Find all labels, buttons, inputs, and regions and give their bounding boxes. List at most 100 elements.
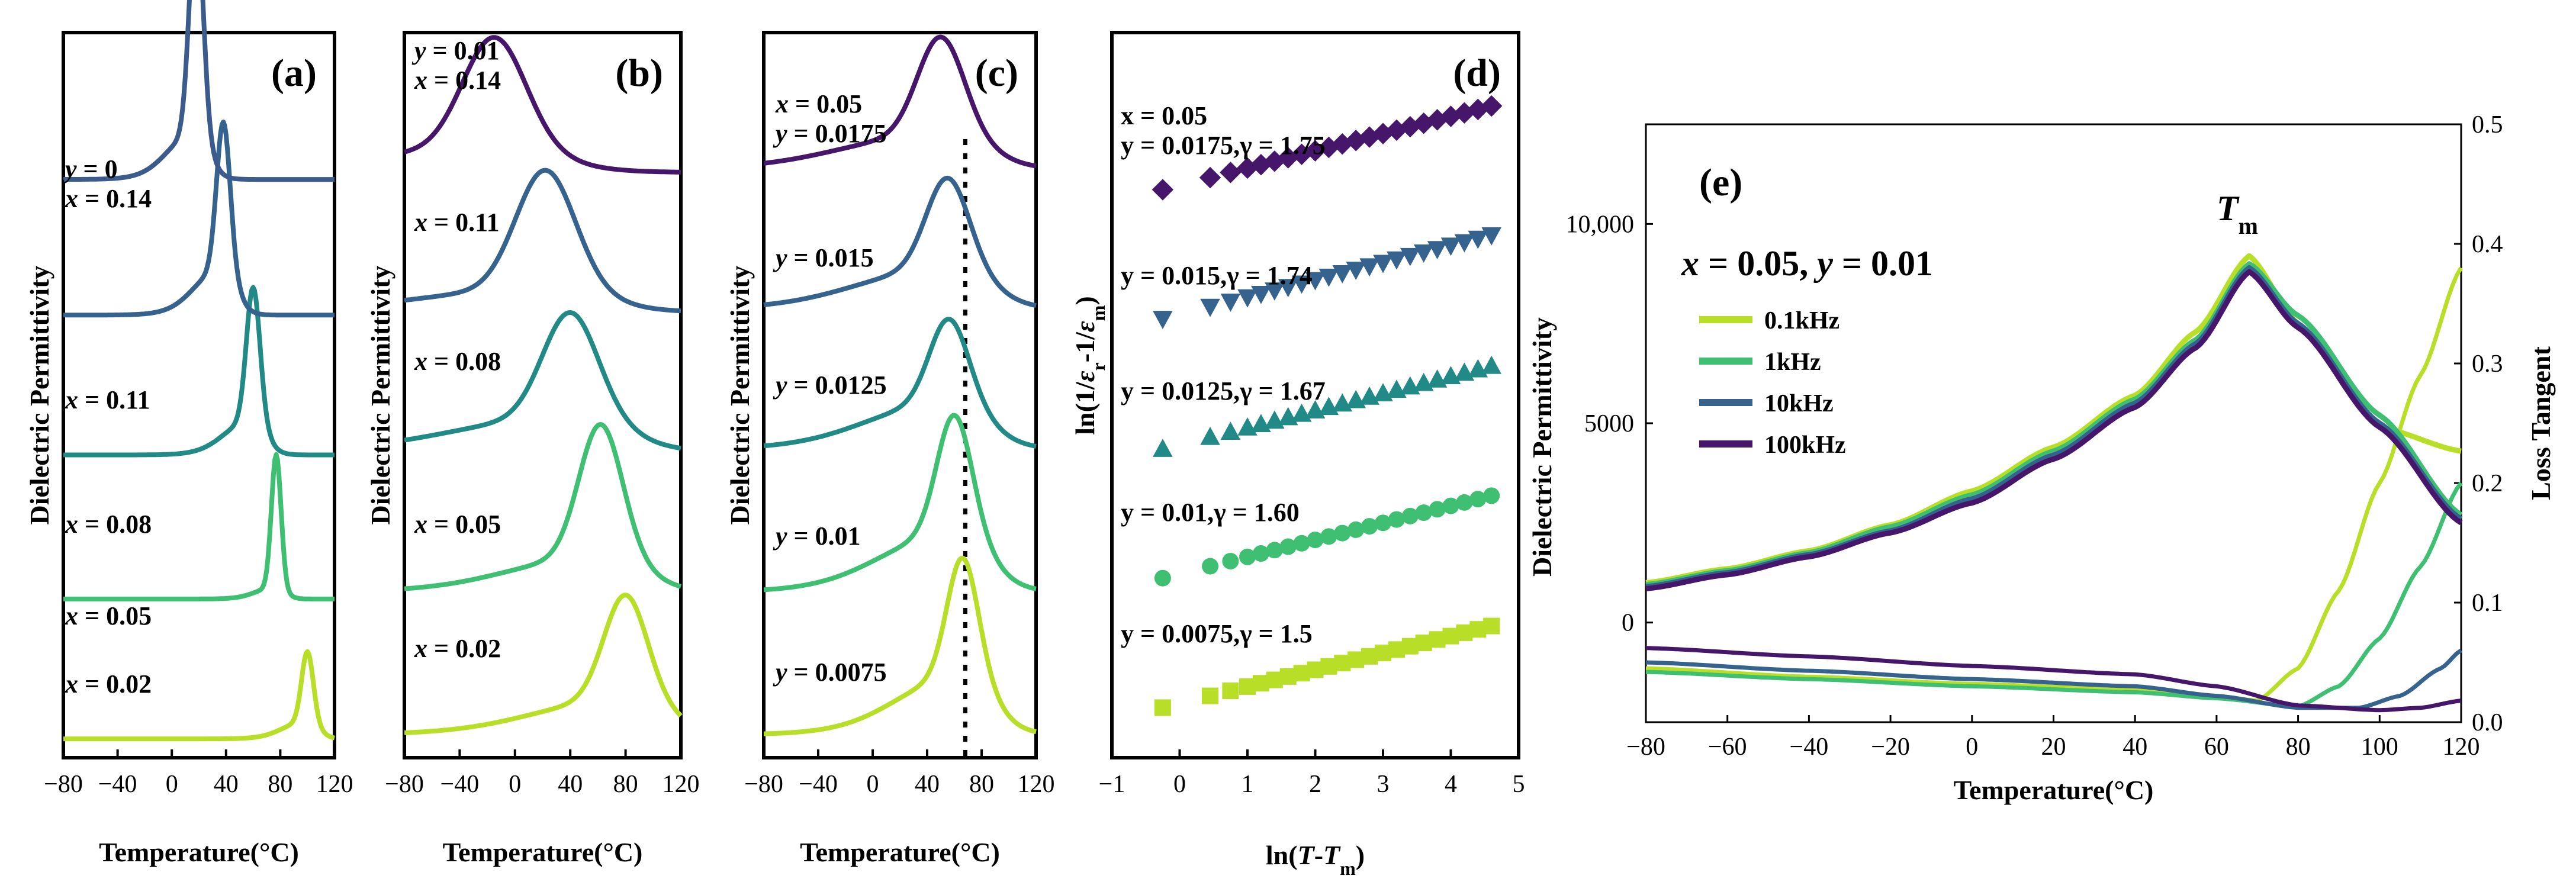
scatter-point xyxy=(1200,426,1220,445)
scatter-point xyxy=(1454,234,1475,253)
series-label: y = 0.0175 xyxy=(773,119,887,148)
series-line-x-0-02 xyxy=(403,593,683,735)
scatter-point xyxy=(1251,285,1271,304)
scatter-point xyxy=(1304,140,1326,162)
scatter-point xyxy=(1236,157,1259,179)
y2-tick-label: 0.4 xyxy=(2472,231,2503,258)
series-line-x-0-08 xyxy=(403,310,682,451)
scatter-point xyxy=(1252,545,1269,562)
scatter-point xyxy=(1318,268,1339,287)
x-tick-label: 0 xyxy=(1966,733,1978,761)
panel-tag: (a) xyxy=(271,51,317,95)
scatter-point xyxy=(1279,538,1297,555)
x-tick-label: −40 xyxy=(799,771,838,798)
x-tick-label: 0 xyxy=(867,771,879,798)
series-label: x = 0.08 xyxy=(65,510,152,539)
scatter-point xyxy=(1453,102,1475,124)
x-tick-label: 5 xyxy=(1513,771,1525,798)
x-tick-label: 2 xyxy=(1309,771,1321,798)
x-tick-label: −40 xyxy=(440,771,480,798)
x-tick-label: 0 xyxy=(166,771,178,798)
scatter-point xyxy=(1387,251,1407,270)
series-line-y-0-0175 xyxy=(763,34,1037,169)
y-axis-title: Dielectric Permittivity xyxy=(365,265,395,524)
scatter-point xyxy=(1346,262,1366,280)
y2-axis-title: Loss Tangent xyxy=(2526,346,2556,500)
series-label: y = 0.0125 xyxy=(773,371,887,400)
scatter-point xyxy=(1413,244,1434,263)
scatter-point xyxy=(1481,95,1503,117)
series-line-y-0-015 xyxy=(763,175,1037,308)
series-label: y = 0.01 xyxy=(773,522,861,551)
scatter-point xyxy=(1153,311,1173,329)
composition-label: x = 0.05, y = 0.01 xyxy=(1681,244,1933,283)
legend-label: 1kHz xyxy=(1764,349,1821,376)
y-tick-label: 10,000 xyxy=(1566,211,1635,238)
x-tick-label: 60 xyxy=(2204,733,2229,761)
series-line-x-0-14 xyxy=(62,0,336,182)
scatter-point xyxy=(1429,501,1446,518)
panel-d: −1 0 1 2 3 4 5 y = 0.0075,γ = 1.5 y = 0.01,γ = 1… xyxy=(1070,31,1525,879)
x-tick-label: 120 xyxy=(2443,733,2480,761)
tm-label: Tm xyxy=(2217,189,2258,239)
x-tick-label: 20 xyxy=(2041,733,2066,761)
panel-b: −80 −40 0 40 80 120 x = 0.02 x = 0.05 x = 0.08 x … xyxy=(365,31,700,867)
scatter-point xyxy=(1427,241,1448,260)
scatter-point xyxy=(1468,230,1488,249)
series-label: y = 0.01 xyxy=(411,36,500,65)
y-axis-title: Dielectric Permittivity xyxy=(24,265,54,524)
x-tick-label: −60 xyxy=(1708,733,1747,761)
x-tick-label: 40 xyxy=(214,771,239,798)
panel-tag: (b) xyxy=(615,51,663,95)
scatter-point xyxy=(1222,683,1239,700)
series-label: x = 0.05 xyxy=(1121,101,1207,130)
scatter-point xyxy=(1266,542,1283,559)
series-label: y = 0.0075,γ = 1.5 xyxy=(1121,619,1313,648)
scatter-point xyxy=(1265,282,1285,301)
series-label: x = 0.02 xyxy=(414,634,501,663)
x-tick-label: 80 xyxy=(613,771,638,798)
series-label: x = 0.08 xyxy=(414,347,501,376)
loss-tangent-line-1kHz xyxy=(1645,481,2463,709)
scatter-point xyxy=(1415,504,1432,522)
y2-tick-label: 0.3 xyxy=(2472,350,2503,378)
x-tick-label: 120 xyxy=(1018,771,1055,798)
scatter-point xyxy=(1200,298,1220,317)
scatter-point xyxy=(1154,699,1171,716)
scatter-point xyxy=(1483,487,1500,504)
scatter-point xyxy=(1359,258,1379,277)
series-line-x-0-02 xyxy=(62,649,336,742)
series-line-x-0-11 xyxy=(62,120,336,318)
plot-frame-a xyxy=(62,31,336,759)
scatter-point xyxy=(1388,511,1405,528)
x-tick-label: 120 xyxy=(663,771,700,798)
scatter-point xyxy=(1400,247,1420,266)
plot-frame-c xyxy=(762,31,1038,759)
series-label: y = 0.01,γ = 1.60 xyxy=(1121,498,1300,527)
panel-e: −80 −60 −40 −20 0 20 40 60 80 100 120 0 5000 10,000 0.… xyxy=(1527,111,2556,805)
y-axis-title: ln(1/εr-1/εm) xyxy=(1070,296,1109,435)
x-tick-label: −80 xyxy=(44,771,83,798)
series-label: x = 0.14 xyxy=(65,184,152,213)
plot-frame-e xyxy=(1645,123,2462,723)
series-label: x = 0.05 xyxy=(65,601,152,630)
scatter-point xyxy=(1373,255,1393,273)
loss-tangent-line-100kHz xyxy=(1645,646,2462,713)
scatter-point xyxy=(1320,528,1337,545)
panel-tag: (c) xyxy=(975,51,1018,95)
permittivity-line-100kHz xyxy=(1645,269,2463,591)
x-tick-label: 40 xyxy=(2122,733,2147,761)
panel-tag: (d) xyxy=(1453,51,1501,95)
panel-a: −80 −40 0 40 80 120 x = 0.02 x = 0.05 x = 0.08 x … xyxy=(24,0,353,867)
scatter-point xyxy=(1481,227,1501,246)
x-tick-label: 3 xyxy=(1377,771,1390,798)
legend-label: 100kHz xyxy=(1764,432,1846,459)
x-tick-label: −20 xyxy=(1871,733,1910,761)
scatter-point xyxy=(1154,569,1171,587)
loss-tangent-line-0.1kHz xyxy=(1645,266,2464,703)
y2-tick-label: 0.0 xyxy=(2472,709,2503,736)
series-label: x = 0.05 xyxy=(775,89,862,118)
legend-label: 10kHz xyxy=(1764,390,1834,417)
x-tick-label: 80 xyxy=(268,771,292,798)
